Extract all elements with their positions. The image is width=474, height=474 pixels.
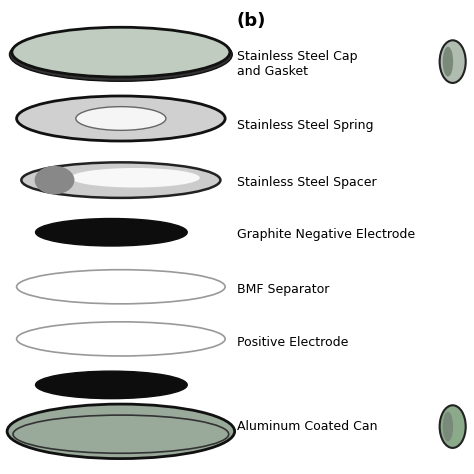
Ellipse shape: [439, 405, 465, 448]
Text: Positive Electrode: Positive Electrode: [237, 336, 348, 349]
Ellipse shape: [443, 47, 453, 77]
Ellipse shape: [7, 404, 235, 459]
Ellipse shape: [17, 322, 225, 356]
Ellipse shape: [12, 27, 230, 77]
Ellipse shape: [36, 412, 206, 446]
Ellipse shape: [70, 168, 200, 188]
Ellipse shape: [76, 107, 166, 130]
Ellipse shape: [9, 27, 232, 82]
Text: Stainless Steel Spring: Stainless Steel Spring: [237, 119, 374, 132]
Text: Aluminum Coated Can: Aluminum Coated Can: [237, 420, 377, 433]
Ellipse shape: [443, 411, 453, 442]
Ellipse shape: [439, 40, 465, 83]
Ellipse shape: [35, 166, 74, 194]
Ellipse shape: [17, 270, 225, 304]
Text: BMF Separator: BMF Separator: [237, 283, 329, 296]
Ellipse shape: [36, 219, 187, 246]
Text: Stainless Steel Cap
and Gasket: Stainless Steel Cap and Gasket: [237, 50, 357, 78]
Text: Stainless Steel Spacer: Stainless Steel Spacer: [237, 176, 377, 189]
Ellipse shape: [17, 96, 225, 141]
Ellipse shape: [36, 371, 187, 399]
Ellipse shape: [21, 163, 220, 198]
Text: Graphite Negative Electrode: Graphite Negative Electrode: [237, 228, 415, 241]
Text: (b): (b): [237, 12, 266, 30]
